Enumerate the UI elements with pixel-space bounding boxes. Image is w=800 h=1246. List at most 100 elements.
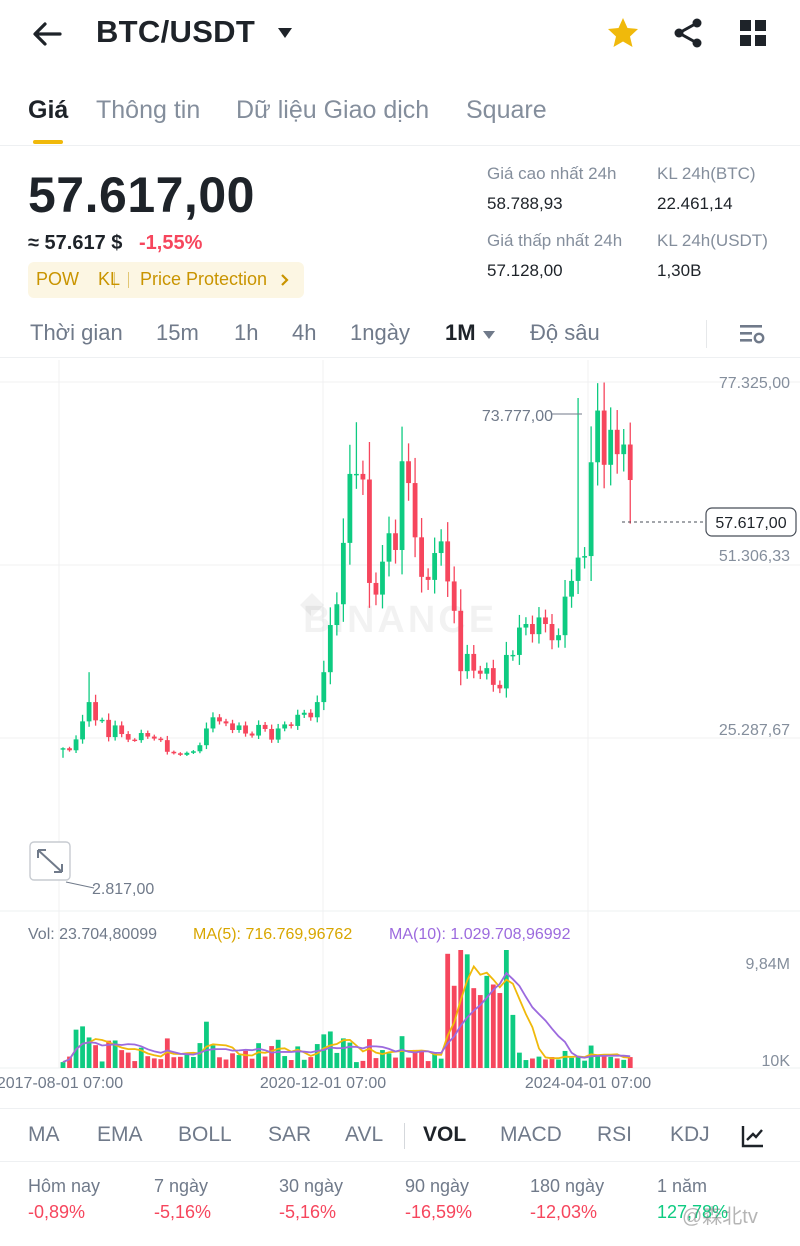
candle-body xyxy=(575,557,581,581)
divider xyxy=(706,320,707,348)
volume-bar xyxy=(112,1040,118,1068)
indicator-ema[interactable]: EMA xyxy=(97,1123,143,1146)
tab-price[interactable]: Giá xyxy=(28,96,69,124)
tab-trading-data[interactable]: Dữ liệu Giao dịch xyxy=(236,96,430,124)
volume-bar xyxy=(582,1060,587,1068)
caret-down-icon[interactable] xyxy=(276,26,294,40)
volume-ma5-line xyxy=(62,964,631,1063)
indicator-ma[interactable]: MA xyxy=(28,1123,60,1146)
candle-body xyxy=(471,653,477,671)
max-price-label: 73.777,00 xyxy=(482,408,553,425)
tag-pow[interactable]: POW xyxy=(36,269,79,289)
y-axis-label: 77.325,00 xyxy=(719,375,790,392)
perf-label-90d: 90 ngày xyxy=(405,1176,470,1196)
volume-bar xyxy=(536,1056,542,1068)
candle-body xyxy=(125,734,131,740)
volume-axis-max: 9,84M xyxy=(746,956,790,973)
candle-body xyxy=(223,721,229,724)
tab-info[interactable]: Thông tin xyxy=(96,96,201,124)
volume-bar xyxy=(145,1056,151,1068)
interval-1h[interactable]: 1h xyxy=(234,320,259,345)
candle-body xyxy=(327,625,333,673)
back-arrow-icon[interactable] xyxy=(30,17,64,51)
interval-4h[interactable]: 4h xyxy=(292,320,317,345)
indicator-macd[interactable]: MACD xyxy=(500,1123,562,1146)
volume-bar xyxy=(80,1026,85,1068)
current-price-label: 57.617,00 xyxy=(715,515,786,532)
price-change-percent: -1,55% xyxy=(139,232,203,254)
tag-box[interactable]: POW KL Price Protection xyxy=(28,262,304,298)
candle-body xyxy=(536,617,542,635)
last-price: 57.617,00 xyxy=(28,167,255,223)
price-chart[interactable]: BINANCE 77.325,00 51.306,33 25.287,67 73… xyxy=(0,360,800,1090)
volume-bar xyxy=(406,1057,411,1068)
candle-body xyxy=(301,712,307,715)
indicator-rsi[interactable]: RSI xyxy=(597,1123,633,1146)
candle-body xyxy=(236,725,242,730)
volume-bar xyxy=(67,1056,72,1068)
chart-settings-icon[interactable] xyxy=(738,322,766,346)
volume-bar xyxy=(99,1061,105,1068)
footer-watermark: @森北tv xyxy=(682,1206,758,1228)
volume-bar xyxy=(204,1021,209,1068)
pair-title[interactable]: BTC/USDT xyxy=(96,14,256,49)
volume-bar xyxy=(484,975,490,1068)
star-icon[interactable] xyxy=(606,16,640,50)
tag-kl[interactable]: KL xyxy=(98,269,121,289)
volume-bar xyxy=(158,1059,164,1068)
volume-ma10-legend: MA(10): 1.029.708,96992 xyxy=(389,926,571,943)
perf-label-180d: 180 ngày xyxy=(530,1176,605,1196)
candle-body xyxy=(582,556,587,558)
interval-1m[interactable]: 1M xyxy=(445,320,476,345)
min-price-label: 2.817,00 xyxy=(92,881,154,898)
volume-bar xyxy=(275,1039,281,1068)
indicator-bar: MA EMA BOLL SAR AVL VOL MACD RSI KDJ xyxy=(0,1108,800,1162)
interval-1day[interactable]: 1ngày xyxy=(350,320,410,345)
volume-bar xyxy=(177,1056,183,1068)
candle-body xyxy=(367,479,372,583)
volume-bar xyxy=(334,1052,340,1068)
candle-body xyxy=(275,728,281,740)
share-icon[interactable] xyxy=(672,17,704,49)
low-24h-label: Giá thấp nhất 24h xyxy=(487,231,623,250)
volume-bar xyxy=(197,1043,203,1068)
volume-axis-min: 10K xyxy=(762,1053,791,1070)
candle-body xyxy=(204,728,209,746)
candle-body xyxy=(503,654,509,689)
tab-square[interactable]: Square xyxy=(466,96,547,124)
candle-body xyxy=(614,429,620,455)
indicator-boll[interactable]: BOLL xyxy=(178,1123,232,1146)
volume-bar xyxy=(249,1058,255,1068)
volume-bar xyxy=(308,1057,314,1068)
perf-value-7d: -5,16% xyxy=(154,1202,212,1222)
indicator-kdj[interactable]: KDJ xyxy=(670,1123,710,1146)
min-marker-line xyxy=(65,881,95,889)
expand-icon xyxy=(37,849,63,873)
volume-bar xyxy=(295,1046,301,1068)
candle-body xyxy=(464,653,470,672)
candle-body xyxy=(412,483,418,538)
volume-bar xyxy=(445,953,451,1068)
indicator-avl[interactable]: AVL xyxy=(345,1123,384,1146)
candle-body xyxy=(334,604,340,626)
tab-bar: Giá Thông tin Dữ liệu Giao dịch Square xyxy=(0,90,800,146)
indicator-settings-icon[interactable] xyxy=(740,1123,766,1149)
indicator-sar[interactable]: SAR xyxy=(268,1123,312,1146)
candle-body xyxy=(197,745,203,752)
interval-depth[interactable]: Độ sâu xyxy=(530,320,600,345)
vol-btc-label: KL 24h(BTC) xyxy=(657,164,756,183)
expand-button[interactable] xyxy=(29,841,71,881)
candle-body xyxy=(445,541,451,582)
caret-down-icon[interactable] xyxy=(482,330,496,340)
interval-15m[interactable]: 15m xyxy=(156,320,199,345)
indicator-vol[interactable]: VOL xyxy=(423,1123,467,1146)
candle-body xyxy=(314,702,320,718)
usd-equivalent: ≈ 57.617 $ xyxy=(28,232,123,254)
candle-body xyxy=(432,553,438,580)
volume-bar xyxy=(262,1056,268,1068)
tag-price-protection[interactable]: Price Protection xyxy=(140,269,268,289)
grid-icon[interactable] xyxy=(739,19,767,47)
interval-time[interactable]: Thời gian xyxy=(30,320,123,345)
candle-body xyxy=(73,739,79,751)
candle-body xyxy=(308,712,314,718)
